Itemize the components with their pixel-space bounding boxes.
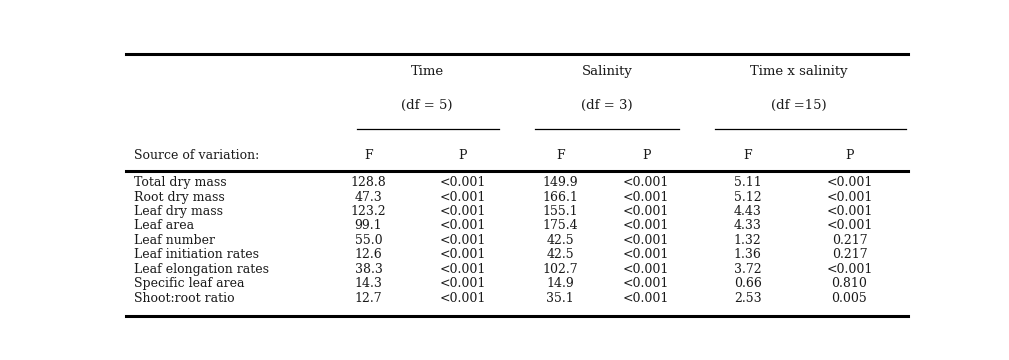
Text: 0.66: 0.66 [734, 277, 762, 290]
Text: Leaf elongation rates: Leaf elongation rates [134, 263, 269, 276]
Text: (df =15): (df =15) [771, 99, 826, 112]
Text: 3.72: 3.72 [734, 263, 762, 276]
Text: 35.1: 35.1 [546, 292, 574, 305]
Text: Time x salinity: Time x salinity [750, 66, 848, 78]
Text: 1.36: 1.36 [734, 248, 762, 261]
Text: <0.001: <0.001 [826, 220, 873, 233]
Text: P: P [642, 149, 651, 162]
Text: 5.12: 5.12 [734, 191, 762, 204]
Text: <0.001: <0.001 [439, 248, 485, 261]
Text: <0.001: <0.001 [623, 205, 669, 218]
Text: Salinity: Salinity [581, 66, 633, 78]
Text: Time: Time [411, 66, 444, 78]
Text: 0.217: 0.217 [831, 248, 868, 261]
Text: <0.001: <0.001 [439, 205, 485, 218]
Text: 14.9: 14.9 [546, 277, 574, 290]
Text: 47.3: 47.3 [354, 191, 382, 204]
Text: <0.001: <0.001 [623, 234, 669, 247]
Text: 1.32: 1.32 [734, 234, 762, 247]
Text: <0.001: <0.001 [439, 263, 485, 276]
Text: <0.001: <0.001 [623, 277, 669, 290]
Text: <0.001: <0.001 [623, 263, 669, 276]
Text: <0.001: <0.001 [826, 205, 873, 218]
Text: 4.33: 4.33 [734, 220, 762, 233]
Text: Total dry mass: Total dry mass [134, 176, 227, 189]
Text: Leaf dry mass: Leaf dry mass [134, 205, 223, 218]
Text: 5.11: 5.11 [734, 176, 762, 189]
Text: 38.3: 38.3 [354, 263, 382, 276]
Text: Leaf initiation rates: Leaf initiation rates [134, 248, 259, 261]
Text: 42.5: 42.5 [546, 248, 574, 261]
Text: 42.5: 42.5 [546, 234, 574, 247]
Text: Leaf number: Leaf number [134, 234, 215, 247]
Text: P: P [458, 149, 466, 162]
Text: <0.001: <0.001 [439, 176, 485, 189]
Text: 0.005: 0.005 [831, 292, 868, 305]
Text: <0.001: <0.001 [623, 248, 669, 261]
Text: <0.001: <0.001 [439, 220, 485, 233]
Text: 128.8: 128.8 [351, 176, 386, 189]
Text: 123.2: 123.2 [351, 205, 386, 218]
Text: Specific leaf area: Specific leaf area [134, 277, 244, 290]
Text: 99.1: 99.1 [355, 220, 382, 233]
Text: <0.001: <0.001 [826, 263, 873, 276]
Text: Source of variation:: Source of variation: [134, 149, 259, 162]
Text: <0.001: <0.001 [439, 191, 485, 204]
Text: 102.7: 102.7 [542, 263, 578, 276]
Text: 2.53: 2.53 [734, 292, 762, 305]
Text: P: P [846, 149, 854, 162]
Text: 12.7: 12.7 [355, 292, 382, 305]
Text: <0.001: <0.001 [623, 176, 669, 189]
Text: <0.001: <0.001 [623, 292, 669, 305]
Text: F: F [744, 149, 752, 162]
Text: <0.001: <0.001 [439, 292, 485, 305]
Text: (df = 3): (df = 3) [581, 99, 633, 112]
Text: 14.3: 14.3 [354, 277, 382, 290]
Text: <0.001: <0.001 [826, 176, 873, 189]
Text: 166.1: 166.1 [542, 191, 578, 204]
Text: Leaf area: Leaf area [134, 220, 194, 233]
Text: <0.001: <0.001 [826, 191, 873, 204]
Text: 12.6: 12.6 [354, 248, 382, 261]
Text: <0.001: <0.001 [623, 220, 669, 233]
Text: Root dry mass: Root dry mass [134, 191, 225, 204]
Text: 175.4: 175.4 [542, 220, 578, 233]
Text: 4.43: 4.43 [734, 205, 762, 218]
Text: <0.001: <0.001 [439, 234, 485, 247]
Text: F: F [364, 149, 373, 162]
Text: 149.9: 149.9 [542, 176, 578, 189]
Text: 55.0: 55.0 [355, 234, 382, 247]
Text: <0.001: <0.001 [623, 191, 669, 204]
Text: 0.810: 0.810 [831, 277, 868, 290]
Text: 0.217: 0.217 [831, 234, 868, 247]
Text: F: F [556, 149, 564, 162]
Text: <0.001: <0.001 [439, 277, 485, 290]
Text: Shoot:root ratio: Shoot:root ratio [134, 292, 234, 305]
Text: (df = 5): (df = 5) [402, 99, 453, 112]
Text: 155.1: 155.1 [542, 205, 578, 218]
